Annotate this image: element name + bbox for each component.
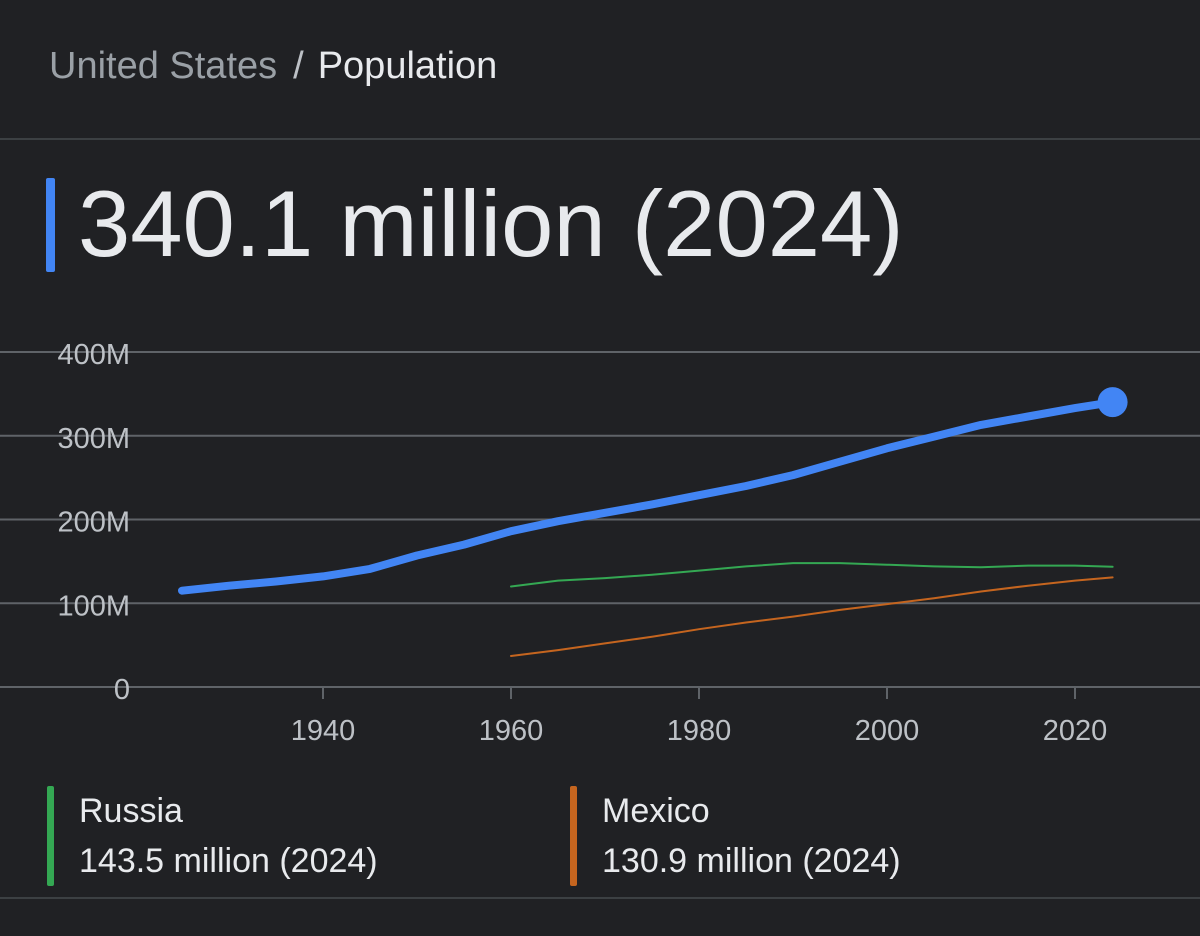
- legend-value-russia: 143.5 million (2024): [79, 842, 378, 880]
- legend-name-mexico: Mexico: [602, 792, 710, 830]
- x-tick-label: 2020: [1043, 715, 1108, 747]
- y-tick-label: 0: [114, 674, 130, 706]
- top-divider: [0, 138, 1200, 140]
- series-end-point-united-states[interactable]: [1097, 387, 1128, 418]
- series-line-mexico: [510, 576, 1114, 657]
- population-line-chart[interactable]: 0 100M 200M 300M 400M 1940 1960 1980 2000 2020: [0, 330, 1200, 770]
- chart-series: [178, 387, 1128, 657]
- x-tick-label: 2000: [855, 715, 920, 747]
- breadcrumb: United States / Population: [49, 42, 497, 90]
- chart-gridlines: [0, 351, 1200, 688]
- legend-value-mexico: 130.9 million (2024): [602, 842, 901, 880]
- headline-accent-bar: [46, 178, 55, 272]
- bottom-divider: [0, 897, 1200, 899]
- x-tick-label: 1940: [291, 715, 356, 747]
- x-tick-label: 1980: [667, 715, 732, 747]
- breadcrumb-parent-link[interactable]: United States: [49, 45, 278, 87]
- series-line-russia: [510, 562, 1114, 588]
- legend-color-bar-russia: [47, 786, 54, 886]
- breadcrumb-separator: /: [293, 45, 304, 87]
- x-tick-label: 1960: [479, 715, 544, 747]
- y-tick-label: 100M: [57, 590, 130, 622]
- y-tick-label: 400M: [57, 339, 130, 371]
- y-tick-label: 200M: [57, 507, 130, 539]
- population-headline: 340.1 million (2024): [78, 171, 904, 276]
- x-axis-tick-labels: 1940 1960 1980 2000 2020: [291, 687, 1108, 747]
- series-line-united-states: [178, 398, 1117, 595]
- breadcrumb-current: Population: [317, 45, 498, 87]
- legend-color-bar-mexico: [570, 786, 577, 886]
- y-tick-label: 300M: [57, 423, 130, 455]
- legend-name-russia: Russia: [79, 792, 183, 830]
- y-axis-tick-labels: 0 100M 200M 300M 400M: [57, 339, 130, 706]
